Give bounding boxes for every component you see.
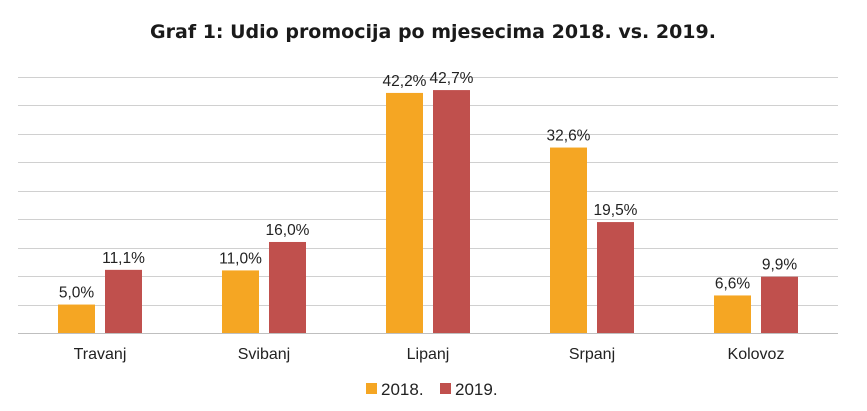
bars	[58, 90, 798, 333]
bar-lipanj-2019	[433, 90, 470, 333]
x-tick-label: Kolovoz	[728, 346, 785, 363]
gridlines	[18, 77, 838, 334]
legend-swatch	[366, 383, 377, 394]
legend-label: 2018.	[381, 380, 424, 399]
bar-lipanj-2018	[386, 92, 423, 333]
bar-srpanj-2018	[550, 147, 587, 333]
data-label: 32,6%	[547, 128, 591, 145]
data-labels: 5,0% 11,1% 11,0%16,0% 42,2% 42,7% 32,6% 19,5% 6…	[59, 70, 798, 301]
chart-title: Graf 1: Udio promocija po mjesecima 2018…	[150, 21, 716, 43]
bar-travanj-2018	[58, 304, 95, 333]
bar-srpanj-2019	[597, 222, 634, 333]
bar-kolovoz-2019	[761, 276, 798, 333]
data-label: 5,0%	[59, 285, 95, 302]
legend-swatch	[440, 383, 451, 394]
bar-svibanj-2018	[222, 270, 259, 333]
x-tick-label: Lipanj	[407, 346, 450, 363]
x-axis-ticks: Travanj Svibanj Lipanj Srpanj Kolovoz	[74, 346, 785, 363]
bar-travanj-2019	[105, 269, 142, 333]
data-label: 9,9%	[762, 257, 798, 274]
x-tick-label: Srpanj	[569, 346, 615, 363]
x-tick-label: Travanj	[74, 346, 127, 363]
x-tick-label: Svibanj	[238, 346, 290, 363]
legend: 2018. 2019.	[366, 380, 498, 399]
data-label: 42,2%	[383, 73, 427, 90]
data-label: 42,7%	[430, 70, 474, 87]
data-label: 11,0%	[219, 250, 262, 267]
data-label: 11,1%	[102, 250, 145, 267]
data-label: 6,6%	[715, 275, 751, 292]
bar-svibanj-2019	[269, 241, 306, 333]
data-label: 16,0%	[266, 222, 310, 239]
legend-label: 2019.	[455, 380, 498, 399]
data-label: 19,5%	[594, 202, 638, 219]
bar-kolovoz-2018	[714, 295, 751, 333]
